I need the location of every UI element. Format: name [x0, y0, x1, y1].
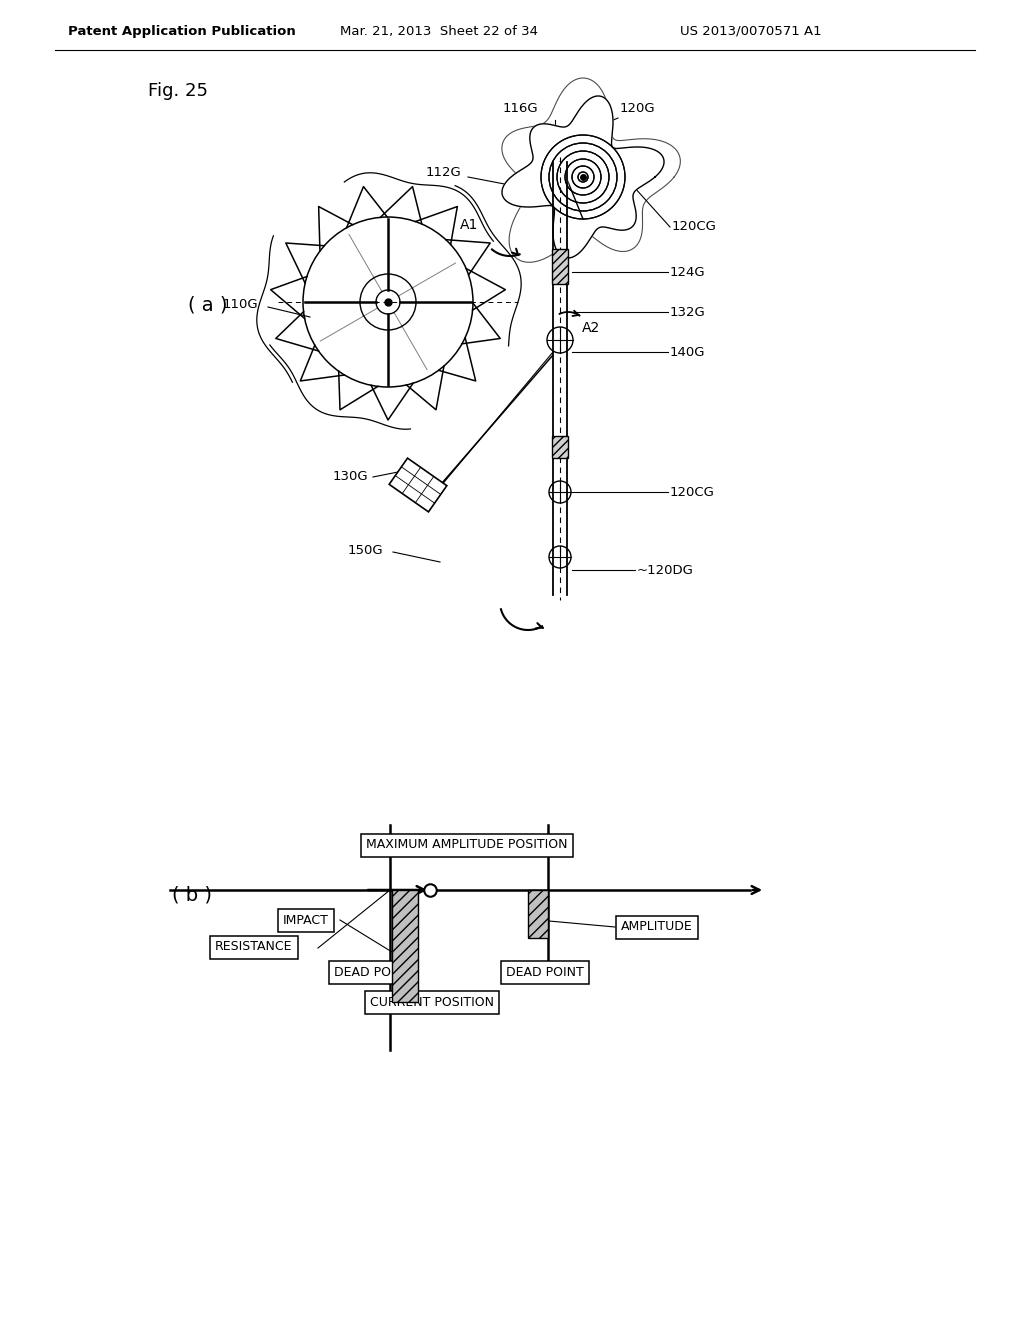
Text: Mar. 21, 2013  Sheet 22 of 34: Mar. 21, 2013 Sheet 22 of 34 — [340, 25, 538, 38]
Text: ~120DG: ~120DG — [637, 564, 694, 577]
Polygon shape — [502, 96, 664, 257]
Text: 112G: 112G — [425, 165, 461, 178]
Text: DEAD POINT: DEAD POINT — [334, 965, 412, 978]
Text: IMPACT: IMPACT — [283, 913, 329, 927]
Text: CURRENT POSITION: CURRENT POSITION — [370, 995, 494, 1008]
Text: 110G: 110G — [223, 298, 259, 312]
Text: 132G: 132G — [670, 305, 706, 318]
Text: 124G: 124G — [670, 265, 706, 279]
Polygon shape — [553, 162, 567, 595]
Text: US 2013/0070571 A1: US 2013/0070571 A1 — [680, 25, 821, 38]
Text: 116G: 116G — [502, 102, 538, 115]
Text: 120CG: 120CG — [672, 220, 717, 234]
Text: 150G: 150G — [348, 544, 384, 557]
Text: ( b ): ( b ) — [172, 886, 212, 904]
Text: Patent Application Publication: Patent Application Publication — [68, 25, 296, 38]
Bar — [552, 249, 568, 284]
Bar — [552, 436, 568, 458]
Text: 130G: 130G — [333, 470, 369, 483]
Text: 120CG: 120CG — [670, 486, 715, 499]
Text: RESISTANCE: RESISTANCE — [215, 940, 293, 953]
Text: ( a ): ( a ) — [188, 296, 227, 314]
Text: MAXIMUM AMPLITUDE POSITION: MAXIMUM AMPLITUDE POSITION — [367, 838, 567, 851]
Bar — [392, 890, 418, 1002]
Polygon shape — [389, 458, 446, 512]
Text: 120G: 120G — [620, 102, 655, 115]
Text: AMPLITUDE: AMPLITUDE — [622, 920, 693, 933]
Text: Fig. 25: Fig. 25 — [148, 82, 208, 100]
Text: A2: A2 — [582, 321, 600, 335]
Bar — [528, 890, 548, 939]
Text: A1: A1 — [460, 218, 478, 232]
Text: DEAD POINT: DEAD POINT — [506, 965, 584, 978]
Text: 140G: 140G — [670, 346, 706, 359]
